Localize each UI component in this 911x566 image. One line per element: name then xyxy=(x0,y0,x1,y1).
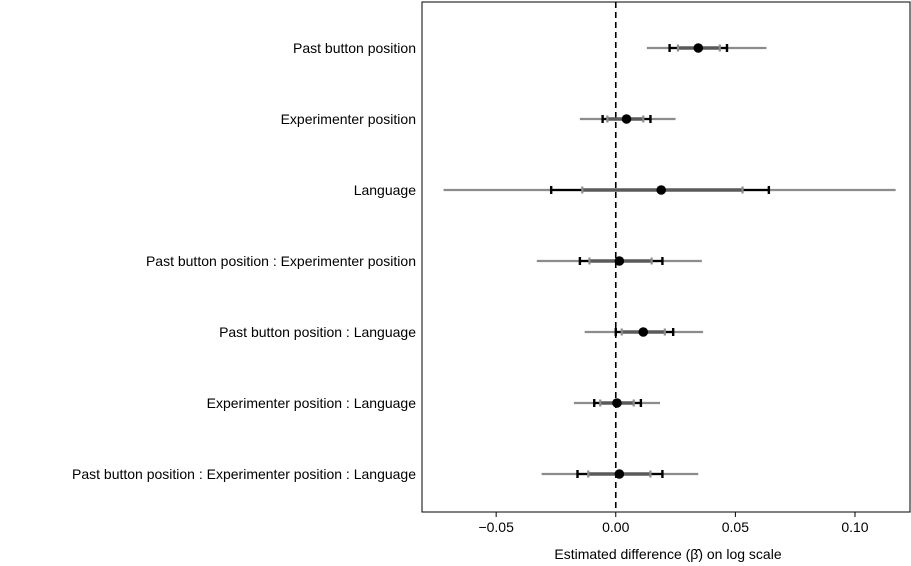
term-row xyxy=(646,43,767,53)
plot-area xyxy=(421,1,911,513)
x-tick-label: −0.05 xyxy=(478,519,514,535)
point-estimate xyxy=(612,398,622,408)
point-estimate xyxy=(638,327,649,337)
term-label: Past button position xyxy=(293,40,416,56)
term-row xyxy=(536,256,702,266)
term-label: Language xyxy=(354,182,417,198)
term-row xyxy=(579,114,676,124)
point-estimate xyxy=(693,43,704,53)
panel-border xyxy=(421,1,911,513)
term-row xyxy=(584,327,704,337)
point-estimate xyxy=(614,469,625,479)
x-axis-title: Estimated difference (β̂) on log scale xyxy=(554,546,781,562)
term-label: Experimenter position : Language xyxy=(207,395,417,411)
term-label: Past button position : Experimenter posi… xyxy=(72,466,416,482)
point-estimate xyxy=(656,185,667,195)
term-label: Experimenter position xyxy=(281,111,416,127)
point-estimate xyxy=(614,256,625,266)
x-axis: −0.05 0.00 0.05 0.10 xyxy=(478,512,869,535)
point-estimate xyxy=(621,114,632,124)
term-row xyxy=(443,185,896,195)
x-tick-label: 0.10 xyxy=(841,519,868,535)
term-row xyxy=(573,398,661,408)
x-tick-label: 0.05 xyxy=(722,519,749,535)
term-labels: Past button position Experimenter positio… xyxy=(72,40,416,482)
term-label: Past button position : Language xyxy=(219,324,416,340)
term-label: Past button position : Experimenter posi… xyxy=(146,253,416,269)
x-tick-label: 0.00 xyxy=(602,519,629,535)
term-row xyxy=(541,469,699,479)
